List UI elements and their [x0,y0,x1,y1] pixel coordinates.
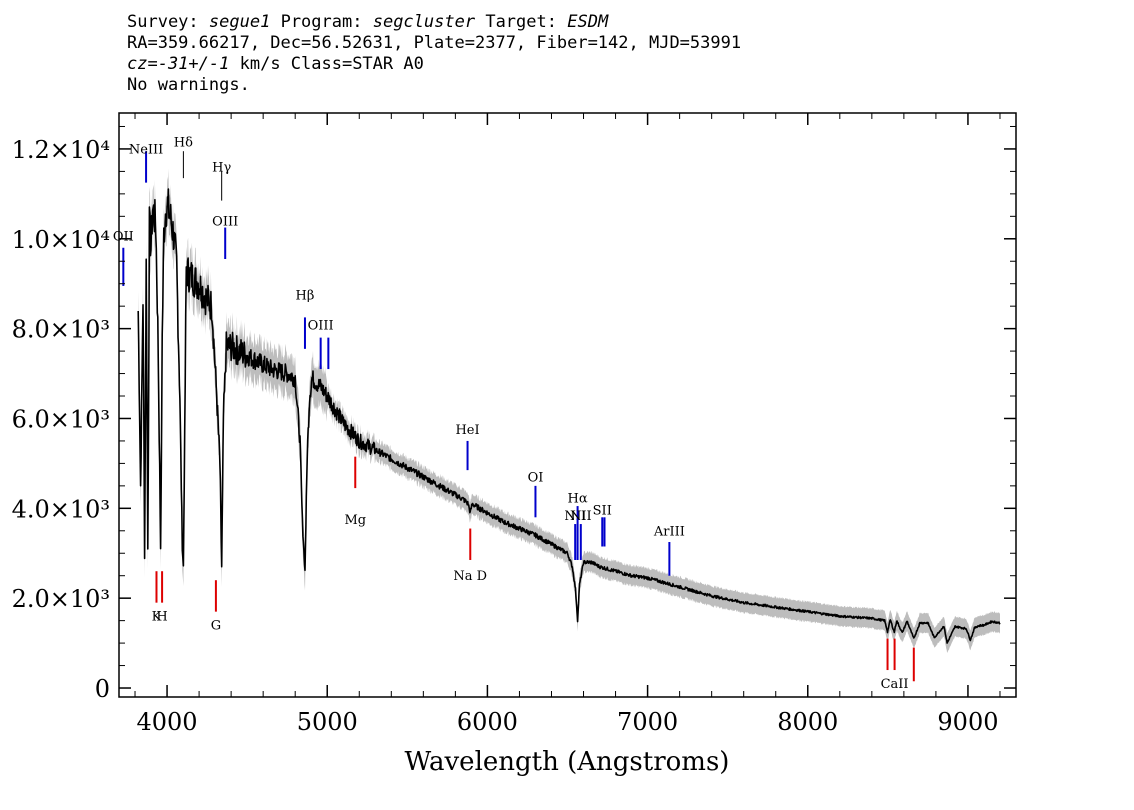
program-value: segcluster [372,12,476,32]
header-line-4: No warnings. [127,75,250,95]
line-label-H: H [156,610,167,625]
line-label-Hα: Hα [568,491,588,506]
line-label-Na-D: Na D [453,569,487,584]
cz-label: cz= [127,54,158,74]
y-tick-label: 2.0×10³ [12,585,110,613]
line-label-ArIII: ArIII [653,524,685,539]
error-band [138,168,1000,654]
x-tick-label: 5000 [297,708,358,736]
cz-value: -31+/-1 [157,54,230,74]
header-line-3: cz=-31+/-1 km/s Class=STAR A0 [127,54,741,75]
line-label-SII: SII [593,504,612,519]
target-value: ESDM [567,12,609,32]
spectrum-line [137,188,1001,644]
line-label-HeI: HeI [455,423,479,438]
x-tick-label: 7000 [617,708,678,736]
y-tick-label: 1.2×10⁴ [12,136,110,164]
y-tick-label: 6.0×10³ [12,405,110,433]
y-tick-label: 0 [95,675,110,703]
survey-label: Survey: [127,12,199,32]
line-label-OIII: OIII [308,319,334,334]
line-label-CaII: CaII [881,677,909,692]
error-band-layer [138,168,1000,654]
line-label-Mg: Mg [344,513,366,528]
line-label-NII: NII [564,509,586,524]
x-tick-label: 6000 [457,708,518,736]
line-label-NII: NII [570,509,592,524]
line-label-OI: OI [528,470,544,485]
y-tick-label: 1.0×10⁴ [12,226,110,254]
y-tick-label: 8.0×10³ [12,316,110,344]
x-tick-label: 8000 [777,708,838,736]
line-label-G: G [211,619,221,634]
line-label-Hδ: Hδ [174,136,193,151]
header-line-2: RA=359.66217, Dec=56.52631, Plate=2377, … [127,33,742,53]
line-label-NeIII: NeIII [129,142,163,157]
x-tick-label: 4000 [137,708,198,736]
program-label: Program: [280,12,363,32]
line-label-OII: OII [113,230,134,245]
tick-layer: 4000 5000 6000 7000 8000 9000 0 2.0×10³ 4.0×10³ 6… [12,113,1016,736]
line-label-Hβ: Hβ [296,288,315,303]
plot-frame [118,112,1017,698]
survey-value: segue1 [208,12,271,32]
line-label-Hγ: Hγ [212,160,231,175]
spectrum-layer [137,188,1001,644]
spectrum-header: Survey: segue1 Program: segcluster Targe… [127,12,741,96]
target-label: Target: [485,12,557,32]
y-tick-label: 4.0×10³ [12,495,110,523]
x-tick-label: 9000 [937,708,998,736]
cz-rest: km/s Class=STAR A0 [229,54,424,74]
x-axis-title: Wavelength (Angstroms) [405,747,730,777]
line-label-OIII: OIII [212,214,238,229]
line-label-K: K [152,610,162,625]
header-line-1: Survey: segue1 Program: segcluster Targe… [127,12,741,33]
